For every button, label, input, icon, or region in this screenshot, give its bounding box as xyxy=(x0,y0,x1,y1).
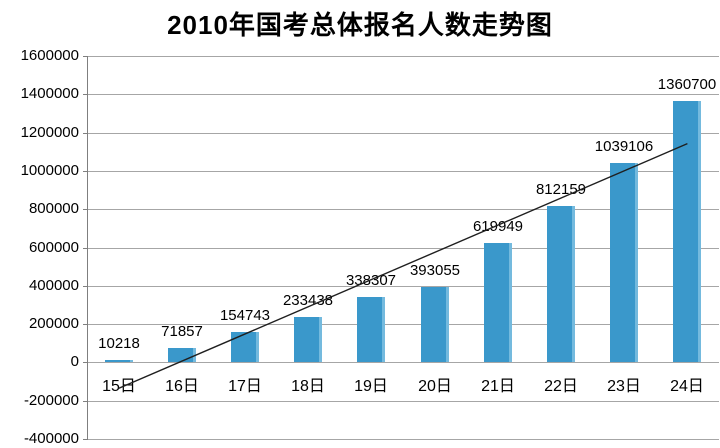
y-axis-label: 400000 xyxy=(28,277,79,294)
bar xyxy=(357,297,385,362)
bar xyxy=(610,163,638,362)
bar-value-label: 1039106 xyxy=(594,138,654,155)
bar xyxy=(547,206,575,362)
y-axis-line xyxy=(87,56,88,440)
bar xyxy=(673,101,701,362)
y-axis-label: -400000 xyxy=(23,430,79,447)
x-axis-label: 24日 xyxy=(670,378,704,395)
y-axis-tick xyxy=(83,286,87,287)
bar xyxy=(421,287,449,362)
y-axis-label: 600000 xyxy=(28,239,79,256)
y-axis-tick xyxy=(83,401,87,402)
y-axis-tick xyxy=(83,248,87,249)
bar-value-label: 233438 xyxy=(282,292,334,309)
y-axis-tick xyxy=(83,324,87,325)
y-axis-tick xyxy=(83,171,87,172)
y-axis-tick xyxy=(83,56,87,57)
bar-value-label: 619949 xyxy=(472,218,524,235)
y-axis-label: 1000000 xyxy=(20,162,79,179)
y-axis-label: 1200000 xyxy=(20,124,79,141)
gridline xyxy=(87,94,719,95)
bar-value-label: 812159 xyxy=(535,181,587,198)
y-axis-label: 800000 xyxy=(28,200,79,217)
y-axis-tick xyxy=(83,362,87,363)
bar xyxy=(294,317,322,362)
y-axis-label: 0 xyxy=(70,353,79,370)
gridline xyxy=(87,133,719,134)
y-axis-tick xyxy=(83,209,87,210)
gridline xyxy=(87,439,719,440)
bar xyxy=(168,348,196,362)
gridline xyxy=(87,56,719,57)
y-axis-label: -200000 xyxy=(23,392,79,409)
bar xyxy=(484,243,512,362)
bar xyxy=(231,332,259,362)
gridline xyxy=(87,362,719,363)
y-axis-label: 200000 xyxy=(28,315,79,332)
y-axis-label: 1400000 xyxy=(20,85,79,102)
y-axis-label: 1600000 xyxy=(20,47,79,64)
y-axis-tick xyxy=(83,94,87,95)
chart-title: 2010年国考总体报名人数走势图 xyxy=(167,10,553,40)
gridline xyxy=(87,401,719,402)
bar-value-label: 393055 xyxy=(409,262,461,279)
bar-value-label: 1360700 xyxy=(657,76,717,93)
y-axis-tick xyxy=(83,133,87,134)
bar xyxy=(105,360,133,362)
y-axis-tick xyxy=(83,439,87,440)
